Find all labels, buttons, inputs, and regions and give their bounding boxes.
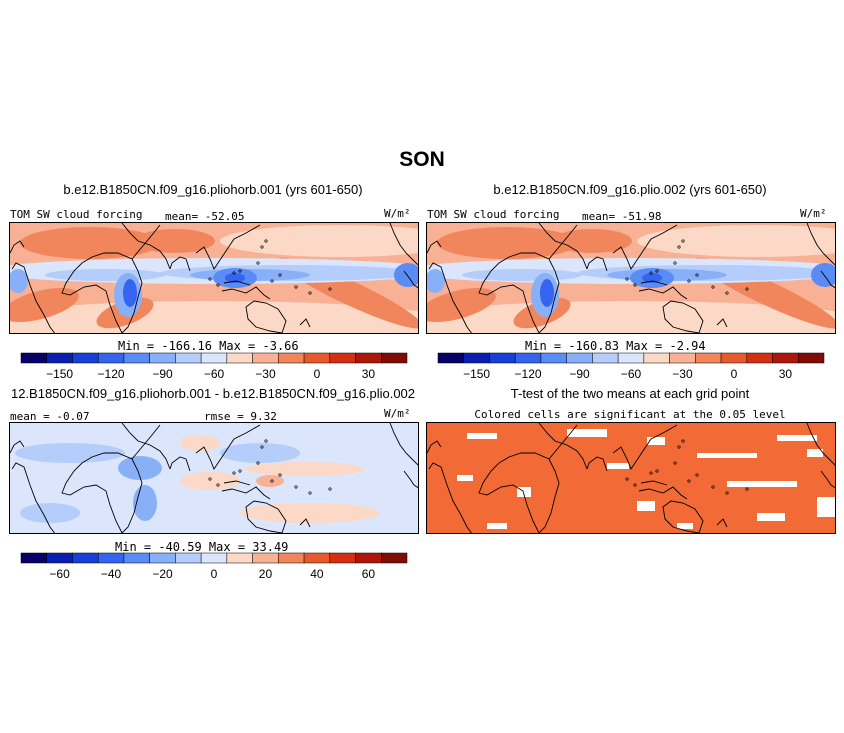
panel-3-units-label: W/m² <box>384 407 411 420</box>
panel-3-colorbar-swatch <box>20 552 47 564</box>
panel-3-rmse-label: rmse = 9.32 <box>204 410 277 423</box>
panel-2-colorbar-swatch <box>669 352 696 364</box>
panel-3-colorbar-swatch <box>355 552 382 564</box>
panel-2-mean-label: mean= -51.98 <box>582 210 662 223</box>
panel-1-colorbar-swatch <box>278 352 305 364</box>
panel-1-colorbar-tick-label: −30 <box>255 367 276 381</box>
panel-1-colorbar-tick-label: 0 <box>314 367 321 381</box>
panel-1-minmax-label: Min = -166.16 Max = -3.66 <box>118 339 299 353</box>
panel-4-subtitle: Colored cells are significant at the 0.0… <box>474 408 786 421</box>
panel-3-colorbar-swatch <box>46 552 73 564</box>
panel-3-mean-label: mean = -0.07 <box>10 410 90 423</box>
panel-3-colorbar-swatch <box>329 552 356 564</box>
panel-2-colorbar-swatch <box>617 352 645 364</box>
panel-3-colorbar-swatch <box>149 552 176 564</box>
panel-2-colorbar-swatch <box>463 352 490 364</box>
panel-2-minmax-label: Min = -160.83 Max = -2.94 <box>525 339 706 353</box>
panel-2-colorbar-tick-label: −150 <box>463 367 490 381</box>
panel-3-colorbar-swatch <box>175 552 202 564</box>
panel-1-colorbar-swatch <box>381 352 408 364</box>
panel-2-colorbar-swatch <box>798 352 825 364</box>
panel-2-colorbar-swatch <box>566 352 593 364</box>
panel-3-colorbar: −60 −40 −20 0 20 40 60 <box>20 552 408 582</box>
panel-3-colorbar-tick-label: 40 <box>310 567 324 581</box>
panel-1-colorbar-tick-label: −150 <box>46 367 73 381</box>
panel-1-title: b.e12.B1850CN.f09_g16.pliohorb.001 (yrs … <box>63 182 363 197</box>
panel-2-colorbar-tick-label: −60 <box>621 367 642 381</box>
page-title: SON <box>399 148 445 171</box>
panel-4-title: T-test of the two means at each grid poi… <box>510 386 750 401</box>
panel-3-title: 12.B1850CN.f09_g16.pliohorb.001 - b.e12.… <box>10 386 416 401</box>
panel-3-colorbar-swatch <box>123 552 150 564</box>
panel-2-map <box>426 222 836 334</box>
panel-1-colorbar-swatch <box>97 352 125 364</box>
panel-1-colorbar-swatch <box>72 352 99 364</box>
panel-2-colorbar-swatch <box>437 352 464 364</box>
panel-3-colorbar-tick-label: 60 <box>362 567 376 581</box>
panel-2-colorbar-swatch <box>772 352 799 364</box>
panel-2-colorbar-tick-label: −120 <box>515 367 542 381</box>
panel-1-colorbar-swatch <box>123 352 150 364</box>
panel-1-colorbar-tick-label: −120 <box>98 367 125 381</box>
panel-3-colorbar-swatch <box>226 552 253 564</box>
panel-2-colorbar-swatch <box>720 352 748 364</box>
panel-3-colorbar-tick-label: 0 <box>211 567 218 581</box>
panel-3-colorbar-tick-label: −60 <box>49 567 70 581</box>
panel-1-colorbar-swatch <box>355 352 382 364</box>
panel-2-colorbar-swatch <box>489 352 516 364</box>
panel-3-colorbar-swatch <box>303 552 331 564</box>
panel-2-colorbar-swatch <box>514 352 542 364</box>
panel-1-colorbar-swatch <box>200 352 228 364</box>
panel-3-colorbar-swatch <box>278 552 305 564</box>
panel-1-colorbar-swatch <box>20 352 47 364</box>
panel-1-colorbar-swatch <box>252 352 279 364</box>
panel-2-colorbar-tick-label: 0 <box>731 367 738 381</box>
panel-1-colorbar-swatch <box>46 352 73 364</box>
panel-3-colorbar-swatch <box>97 552 125 564</box>
panel-3-colorbar-tick-label: 20 <box>259 567 273 581</box>
panel-1-colorbar-tick-label: −90 <box>152 367 173 381</box>
panel-1-colorbar-tick-label: −60 <box>204 367 225 381</box>
panel-4-map <box>426 422 836 534</box>
panel-2-colorbar-tick-label: 30 <box>779 367 793 381</box>
panel-3-minmax-label: Min = -40.59 Max = 33.49 <box>115 540 289 554</box>
panel-2-colorbar-swatch <box>643 352 670 364</box>
panel-2-units-label: W/m² <box>800 207 827 220</box>
panel-1-colorbar-swatch <box>329 352 356 364</box>
panel-3-colorbar-swatch <box>252 552 279 564</box>
panel-2-colorbar-swatch <box>540 352 567 364</box>
panel-2-title: b.e12.B1850CN.f09_g16.plio.002 (yrs 601-… <box>493 182 767 197</box>
panel-3-colorbar-swatch <box>72 552 99 564</box>
panel-2-colorbar-swatch <box>592 352 619 364</box>
panel-1-map <box>9 222 419 334</box>
panel-1-colorbar-swatch <box>303 352 331 364</box>
panel-1-colorbar-swatch <box>175 352 202 364</box>
panel-3-colorbar-tick-label: −20 <box>152 567 173 581</box>
panel-1-variable-label: TOM SW cloud forcing <box>10 208 143 221</box>
panel-2-colorbar-tick-label: −30 <box>672 367 693 381</box>
panel-1-mean-label: mean= -52.05 <box>165 210 245 223</box>
panel-2-colorbar: −150 −120 −90 −60 −30 0 30 <box>437 352 825 382</box>
panel-3-colorbar-tick-label: −40 <box>101 567 122 581</box>
panel-1-colorbar-swatch <box>149 352 176 364</box>
panel-2-variable-label: TOM SW cloud forcing <box>427 208 560 221</box>
panel-1-colorbar: −150 −120 −90 −60 −30 0 30 <box>20 352 408 382</box>
panel-1-units-label: W/m² <box>384 207 411 220</box>
panel-2-colorbar-tick-label: −90 <box>569 367 590 381</box>
panel-1-colorbar-tick-label: 30 <box>362 367 376 381</box>
panel-3-colorbar-swatch <box>381 552 408 564</box>
panel-2-colorbar-swatch <box>695 352 722 364</box>
panel-1-colorbar-swatch <box>226 352 253 364</box>
panel-3-map <box>9 422 419 534</box>
panel-2-colorbar-swatch <box>746 352 773 364</box>
panel-3-colorbar-swatch <box>200 552 228 564</box>
